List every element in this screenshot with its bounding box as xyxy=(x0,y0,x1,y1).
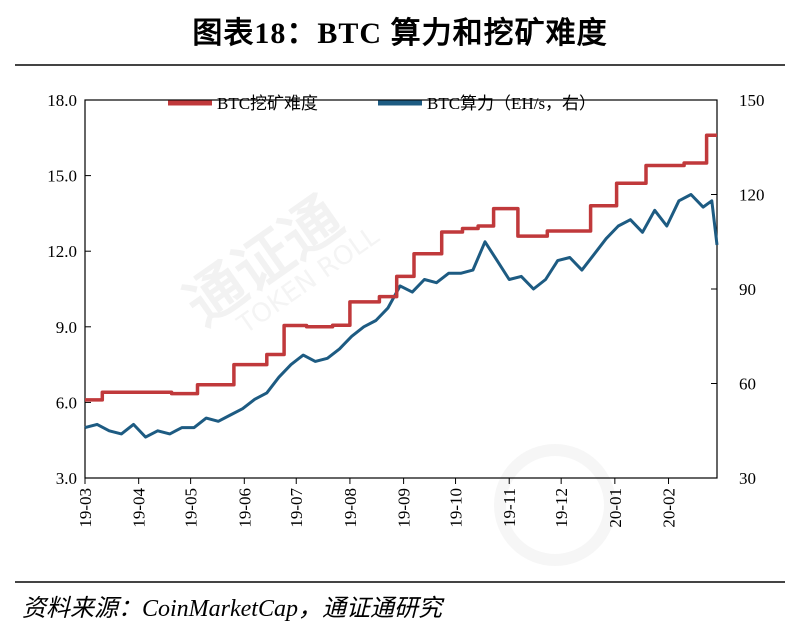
right-y-axis: 150 120 90 60 30 xyxy=(711,91,765,488)
x-tick-label: 19-05 xyxy=(182,488,201,528)
left-tick-label: 15.0 xyxy=(47,167,77,186)
hashrate-line xyxy=(84,193,719,439)
right-tick-label: 90 xyxy=(739,280,756,299)
chart-title: 图表18：BTC 算力和挖矿难度 xyxy=(192,17,608,50)
right-tick-label: 150 xyxy=(739,91,765,110)
right-tick-label: 30 xyxy=(739,469,756,488)
left-tick-label: 9.0 xyxy=(56,318,77,337)
x-tick-label: 20-01 xyxy=(606,488,625,528)
left-tick-label: 6.0 xyxy=(56,393,77,412)
x-tick-label: 19-03 xyxy=(76,488,95,528)
legend: BTC挖矿难度 BTC算力（EH/s，右） xyxy=(168,94,596,113)
x-tick-label: 20-02 xyxy=(660,488,679,528)
x-tick-label: 19-10 xyxy=(447,488,466,528)
left-tick-label: 3.0 xyxy=(56,469,77,488)
x-tick-label: 19-06 xyxy=(235,488,254,528)
x-tick-label: 19-09 xyxy=(395,488,414,528)
source-note: 资料来源：CoinMarketCap，通证通研究 xyxy=(22,596,442,622)
series-layer xyxy=(84,133,719,439)
right-tick-label: 60 xyxy=(739,375,756,394)
title-divider xyxy=(15,64,785,66)
x-tick-label: 19-08 xyxy=(341,488,360,528)
x-tick-label: 19-11 xyxy=(500,488,519,527)
left-y-axis: 18.0 15.0 12.0 9.0 6.0 3.0 xyxy=(47,91,91,488)
left-tick-label: 12.0 xyxy=(47,242,77,261)
legend-label-hashrate: BTC算力（EH/s，右） xyxy=(427,94,596,113)
x-tick-label: 19-12 xyxy=(552,488,571,528)
left-tick-label: 18.0 xyxy=(47,91,77,110)
x-tick-label: 19-04 xyxy=(130,488,149,528)
source-divider xyxy=(15,581,785,583)
x-axis: 19-03 19-04 19-05 19-06 19-07 19-08 19-09 19-10… xyxy=(76,478,679,528)
difficulty-line xyxy=(85,133,717,402)
x-tick-label: 19-07 xyxy=(287,488,306,528)
right-tick-label: 120 xyxy=(739,186,765,205)
legend-label-difficulty: BTC挖矿难度 xyxy=(217,94,318,113)
